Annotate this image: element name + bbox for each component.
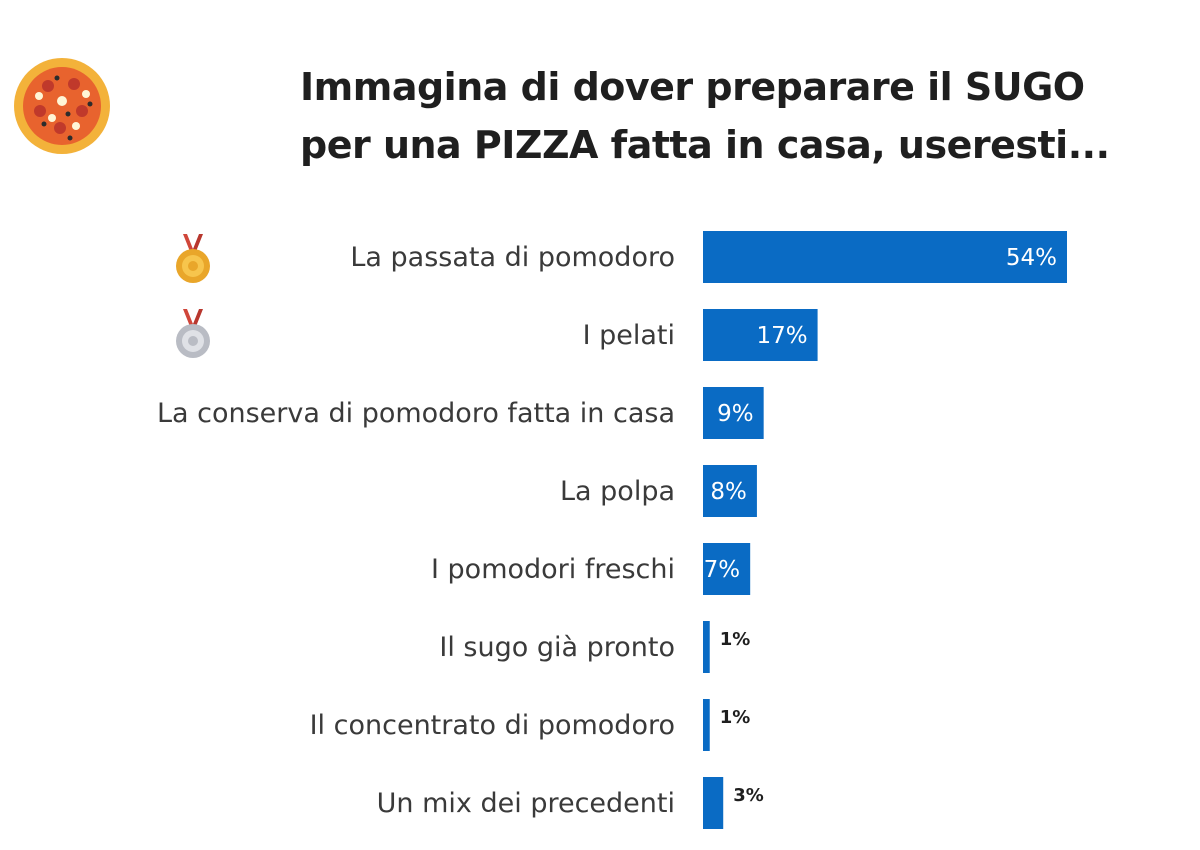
value-label: 1%	[720, 707, 751, 728]
bar-row: Il sugo già pronto 1%	[439, 621, 750, 673]
bar-row: I pomodori freschi 7%	[431, 543, 751, 595]
bar	[703, 543, 751, 595]
category-label: I pelati	[583, 320, 675, 351]
category-label: Il sugo già pronto	[439, 632, 675, 663]
bar	[703, 699, 710, 751]
gold-medal-icon	[176, 234, 210, 283]
category-label: Un mix dei precedenti	[377, 788, 675, 819]
bar-row: Un mix dei precedenti 3%	[377, 777, 764, 829]
bar-row: La polpa 8%	[560, 465, 757, 517]
category-label: Il concentrato di pomodoro	[310, 710, 675, 741]
value-label: 1%	[720, 629, 751, 650]
bar	[703, 621, 710, 673]
category-label: La conserva di pomodoro fatta in casa	[157, 398, 675, 429]
value-label: 7%	[704, 557, 741, 583]
chart-title: Immagina di dover preparare il SUGO per …	[300, 58, 1140, 174]
value-label: 8%	[710, 479, 747, 505]
category-label: La polpa	[560, 476, 675, 507]
bar-row: La passata di pomodoro 54%	[350, 231, 1067, 283]
value-label: 54%	[1006, 245, 1057, 271]
bar	[703, 309, 818, 361]
bar-row: La conserva di pomodoro fatta in casa 9%	[157, 387, 764, 439]
chart-title-line-2: per una PIZZA fatta in casa, useresti...	[300, 123, 1110, 167]
bar	[703, 465, 757, 517]
bar-row: Il concentrato di pomodoro 1%	[310, 699, 751, 751]
bar	[703, 231, 1067, 283]
bar-row: I pelati 17%	[583, 309, 818, 361]
value-label: 17%	[756, 323, 807, 349]
silver-medal-icon	[176, 309, 210, 358]
value-label: 9%	[717, 401, 754, 427]
pizza-icon	[14, 58, 110, 154]
chart-title-line-1: Immagina di dover preparare il SUGO	[300, 65, 1085, 109]
bar	[703, 387, 764, 439]
bar	[703, 777, 724, 829]
category-label: La passata di pomodoro	[350, 242, 675, 273]
category-label: I pomodori freschi	[431, 554, 675, 585]
value-label: 3%	[733, 785, 764, 806]
